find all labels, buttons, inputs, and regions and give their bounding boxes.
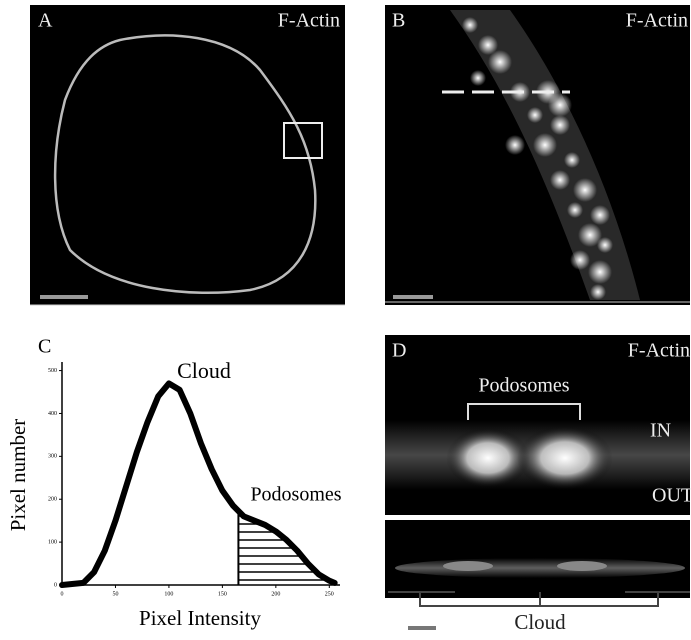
y-tick-label: 0 <box>54 582 57 588</box>
y-tick-label: 400 <box>48 411 57 417</box>
annotation: OUT <box>652 485 691 507</box>
glow <box>395 558 685 578</box>
panel-label: B <box>392 10 405 32</box>
podosome <box>573 178 597 202</box>
y-tick-label: 500 <box>48 368 57 374</box>
podosome <box>517 426 613 490</box>
podosome <box>550 115 570 135</box>
podosome <box>564 152 580 168</box>
panel-c: C Pixel number Pixel Intensity Cloud Pod… <box>6 336 342 630</box>
panel-title: F-Actin <box>628 340 690 362</box>
podosome <box>470 70 486 86</box>
panel-label: D <box>392 340 406 362</box>
podosome <box>527 107 543 123</box>
podosome <box>567 202 583 218</box>
x-tick-label: 50 <box>112 591 118 597</box>
podosome <box>505 135 525 155</box>
y-tick-label: 200 <box>48 497 57 503</box>
panel-b: B F-Actin <box>385 5 690 305</box>
x-tick-label: 150 <box>218 591 227 597</box>
y-axis-label: Pixel number <box>6 419 30 532</box>
podosome <box>590 205 610 225</box>
podosome <box>533 133 557 157</box>
panel-d: D F-Actin Podosomes IN OUT Cloud <box>385 335 691 634</box>
podosome <box>597 237 613 253</box>
panel-label: A <box>38 10 53 32</box>
podosome <box>590 284 606 300</box>
podosome <box>557 561 607 571</box>
annotation: Podosomes <box>250 484 341 506</box>
panel-title: F-Actin <box>626 10 688 32</box>
podosome <box>488 50 512 74</box>
annotation: Podosomes <box>478 375 569 397</box>
podosome <box>548 93 572 117</box>
figure: A F-Actin B F-Actin C Pixel number Pixel… <box>0 0 691 640</box>
annotation: Cloud <box>177 358 231 383</box>
podosome <box>443 561 493 571</box>
x-tick-label: 100 <box>164 591 173 597</box>
podosome <box>570 250 590 270</box>
x-tick-label: 0 <box>61 591 64 597</box>
podosome <box>588 260 612 284</box>
panel-a: A F-Actin <box>30 5 345 305</box>
annotation: IN <box>650 420 671 442</box>
y-tick-label: 300 <box>48 454 57 460</box>
podosome <box>550 170 570 190</box>
x-axis-label: Pixel Intensity <box>139 606 261 630</box>
x-tick-label: 200 <box>271 591 280 597</box>
x-tick-label: 250 <box>325 591 334 597</box>
panel-label: C <box>38 336 51 358</box>
annotation: Cloud <box>514 610 566 634</box>
y-tick-label: 100 <box>48 539 57 545</box>
panel-title: F-Actin <box>278 10 340 32</box>
podosome <box>462 17 478 33</box>
